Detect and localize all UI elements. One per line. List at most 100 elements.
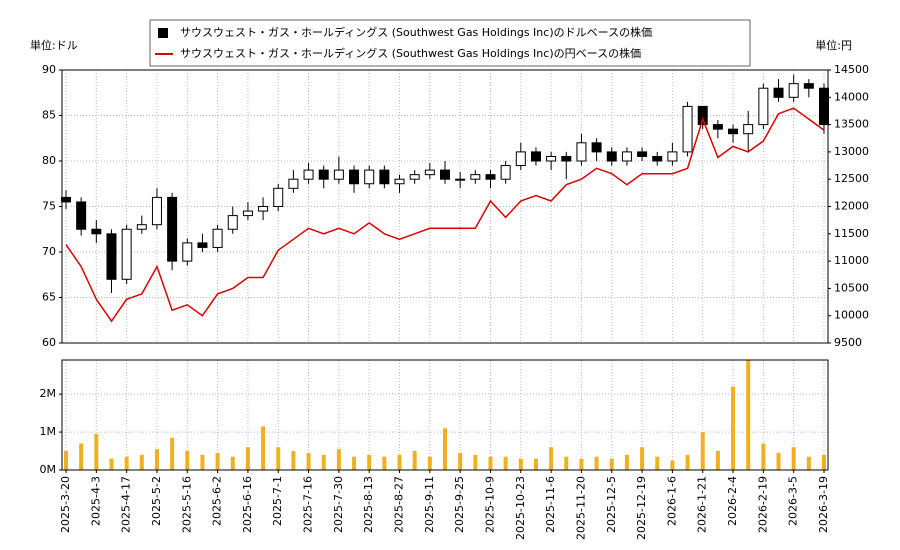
candle-body	[576, 142, 587, 162]
volume-bar	[806, 456, 811, 470]
volume-bar	[564, 456, 569, 470]
y-tick-label: 75	[42, 200, 56, 213]
volume-bar	[503, 456, 508, 470]
volume-bar	[321, 454, 326, 470]
volume-bar	[306, 452, 311, 470]
candle-body	[61, 196, 71, 203]
mark-layer	[61, 74, 829, 470]
candle-body	[409, 174, 420, 180]
y2-tick-label: 13500	[834, 118, 869, 131]
candle-body	[394, 178, 405, 185]
candle-body	[273, 187, 284, 208]
x-tick-label: 2025-8-13	[362, 476, 375, 533]
volume-bar	[124, 456, 129, 470]
x-tick-label: 2025-12-5	[605, 476, 618, 533]
candle-body	[364, 169, 375, 185]
volume-bar	[276, 447, 281, 470]
x-tick-label: 2025-3-20	[59, 476, 72, 533]
y2-tick-label: 14500	[834, 63, 869, 76]
y-tick-label: 70	[42, 245, 56, 258]
candle-body	[76, 201, 87, 230]
candle-body	[697, 105, 708, 126]
volume-bar	[731, 386, 736, 470]
volume-bar	[412, 451, 417, 470]
y-axis-unit: 単位:ドル	[30, 38, 78, 52]
x-tick-label: 2025-8-27	[393, 476, 406, 533]
volume-bar	[154, 449, 159, 470]
x-tick-label: 2025-9-25	[453, 476, 466, 533]
candle-body	[212, 228, 223, 248]
volume-bar	[549, 447, 554, 470]
x-tick-label: 2025-4-3	[89, 476, 102, 526]
x-tick-label: 2025-6-2	[211, 476, 224, 526]
candle-body	[303, 169, 314, 180]
candle-body	[151, 196, 162, 226]
volume-tick-label: 1M	[40, 425, 57, 438]
y2-tick-label: 10000	[834, 309, 869, 322]
candle-body	[258, 206, 269, 212]
candle-body	[667, 151, 678, 162]
candle-body	[500, 165, 511, 180]
volume-bar	[579, 458, 584, 470]
volume-bar	[670, 460, 675, 470]
candle-body	[530, 151, 541, 162]
y2-axis-unit: 単位:円	[815, 38, 852, 52]
x-tick-label: 2026-3-19	[817, 476, 830, 533]
candle-body	[485, 174, 496, 180]
candle-body	[515, 151, 526, 167]
volume-bar	[291, 451, 296, 470]
volume-bar	[594, 456, 599, 470]
candle-body	[652, 155, 663, 162]
volume-bar	[655, 456, 660, 470]
x-tick-label: 2025-6-16	[241, 476, 254, 533]
candle-body	[773, 87, 784, 98]
x-tick-label: 2025-11-20	[574, 476, 587, 540]
volume-bar	[640, 447, 645, 470]
volume-bar	[382, 456, 387, 470]
y2-tick-label: 13000	[834, 145, 869, 158]
candle-body	[91, 228, 102, 235]
x-tick-label: 2026-2-19	[756, 476, 769, 533]
volume-bar	[791, 447, 796, 470]
candle-body	[621, 151, 632, 162]
candle-body	[349, 169, 360, 185]
candle-body	[121, 228, 132, 280]
price-line	[65, 107, 825, 323]
volume-bar	[427, 456, 432, 470]
volume-bar	[64, 451, 68, 470]
y-tick-label: 80	[42, 154, 56, 167]
candle-body	[318, 169, 329, 180]
grid-layer	[62, 69, 828, 471]
y-tick-label: 60	[42, 336, 56, 349]
volume-tick-label: 0M	[40, 463, 57, 476]
candle-body	[379, 169, 390, 185]
volume-bar	[488, 456, 493, 470]
y2-tick-label: 9500	[834, 336, 862, 349]
x-tick-label: 2025-5-2	[150, 476, 163, 526]
volume-bar	[170, 437, 175, 470]
volume-bar	[79, 443, 84, 470]
volume-bar	[352, 456, 357, 470]
y2-tick-label: 11000	[834, 254, 869, 267]
volume-bar	[139, 454, 144, 470]
candle-body	[803, 83, 814, 89]
volume-bar	[458, 452, 463, 470]
candle-body	[136, 224, 147, 230]
volume-bar	[533, 458, 538, 470]
candle-body	[227, 215, 238, 230]
x-tick-label: 2026-1-21	[696, 476, 709, 533]
candle-body	[424, 169, 435, 176]
x-tick-label: 2026-1-6	[665, 476, 678, 526]
volume-bar	[624, 454, 629, 470]
y-tick-label: 85	[42, 109, 56, 122]
volume-bar	[336, 449, 341, 470]
candle-body	[470, 174, 481, 180]
volume-bar	[609, 458, 614, 470]
candle-body	[637, 151, 648, 157]
legend-label: サウスウェスト・ガス・ホールディングス (Southwest Gas Holdi…	[180, 25, 652, 39]
volume-plot-frame	[61, 359, 829, 471]
volume-bar	[245, 447, 250, 470]
volume-bar	[746, 360, 751, 470]
volume-bar	[397, 454, 402, 470]
legend-marker	[158, 28, 168, 38]
